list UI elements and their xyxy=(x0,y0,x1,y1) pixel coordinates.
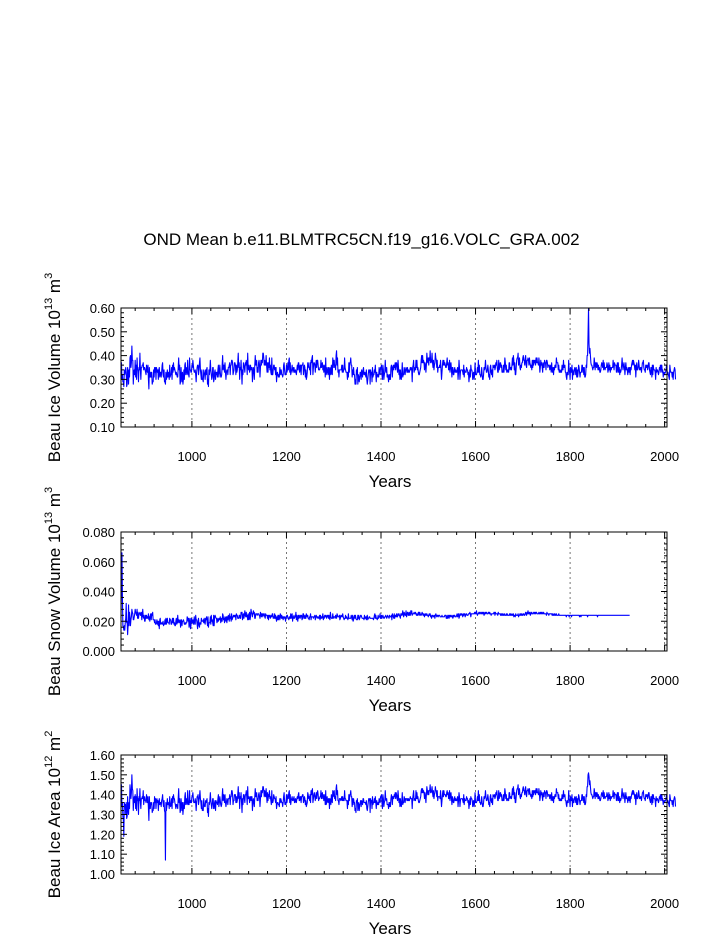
x-tick-label: 1000 xyxy=(177,896,206,911)
y-tick-label: 1.40 xyxy=(90,788,115,803)
x-tick-label: 1400 xyxy=(367,449,396,464)
y-tick-label: 1.30 xyxy=(90,808,115,823)
y-axis-label-superscript: 13 xyxy=(43,512,55,524)
series-line xyxy=(120,552,630,636)
x-tick-label: 2000 xyxy=(650,896,679,911)
y-tick-label: 1.00 xyxy=(90,867,115,882)
y-tick-label: 0.040 xyxy=(82,585,115,600)
x-axis-label: Years xyxy=(369,696,412,715)
y-axis-label-part: m xyxy=(45,737,64,756)
x-axis-label: Years xyxy=(369,472,412,491)
series-line xyxy=(120,772,677,861)
x-tick-label: 1000 xyxy=(177,673,206,688)
y-tick-label: 1.20 xyxy=(90,827,115,842)
y-tick-label: 0.60 xyxy=(90,301,115,316)
plot-frame xyxy=(120,307,668,428)
y-axis-label-superscript: 12 xyxy=(43,756,55,768)
y-tick-label: 1.50 xyxy=(90,768,115,783)
y-axis-label-part: Beau Ice Volume 10 xyxy=(45,310,64,462)
y-tick-label: 0.060 xyxy=(82,555,115,570)
x-axis-label: Years xyxy=(369,919,412,935)
y-axis-label-part: m xyxy=(45,279,64,298)
y-axis-label: Beau Ice Volume 1013 m3 xyxy=(43,273,64,462)
x-tick-label: 1400 xyxy=(367,896,396,911)
x-tick-label: 1600 xyxy=(461,673,490,688)
x-tick-label: 1600 xyxy=(461,896,490,911)
x-tick-label: 1200 xyxy=(272,673,301,688)
x-tick-label: 1600 xyxy=(461,449,490,464)
plot-frame xyxy=(120,754,668,875)
figure-title: OND Mean b.e11.BLMTRC5CN.f19_g16.VOLC_GR… xyxy=(143,230,580,249)
y-axis-label-superscript: 3 xyxy=(43,273,55,279)
y-axis-label-superscript: 2 xyxy=(43,731,55,737)
y-tick-label: 0.10 xyxy=(90,420,115,435)
y-tick-label: 0.50 xyxy=(90,325,115,340)
series-line xyxy=(120,307,677,390)
y-tick-label: 0.20 xyxy=(90,396,115,411)
plot-frame xyxy=(120,531,668,652)
x-tick-label: 1800 xyxy=(556,673,585,688)
y-axis-label-part: Beau Snow Volume 10 xyxy=(45,524,64,696)
x-tick-label: 1200 xyxy=(272,896,301,911)
y-tick-label: 0.40 xyxy=(90,349,115,364)
y-axis-label: Beau Ice Area 1012 m2 xyxy=(43,731,64,899)
y-tick-label: 0.080 xyxy=(82,525,115,540)
y-tick-label: 0.020 xyxy=(82,614,115,629)
x-tick-label: 1800 xyxy=(556,449,585,464)
y-tick-label: 1.60 xyxy=(90,748,115,763)
y-axis-label-part: m xyxy=(45,493,64,512)
x-tick-label: 1000 xyxy=(177,449,206,464)
y-tick-label: 0.000 xyxy=(82,644,115,659)
y-tick-label: 1.10 xyxy=(90,847,115,862)
y-axis-label: Beau Snow Volume 1013 m3 xyxy=(43,487,64,696)
y-tick-label: 0.30 xyxy=(90,372,115,387)
x-tick-label: 1800 xyxy=(556,896,585,911)
x-tick-label: 2000 xyxy=(650,673,679,688)
y-axis-label-superscript: 3 xyxy=(43,487,55,493)
x-tick-label: 2000 xyxy=(650,449,679,464)
y-axis-label-superscript: 13 xyxy=(43,298,55,310)
x-tick-label: 1200 xyxy=(272,449,301,464)
x-tick-label: 1400 xyxy=(367,673,396,688)
y-axis-label-part: Beau Ice Area 10 xyxy=(45,768,64,898)
